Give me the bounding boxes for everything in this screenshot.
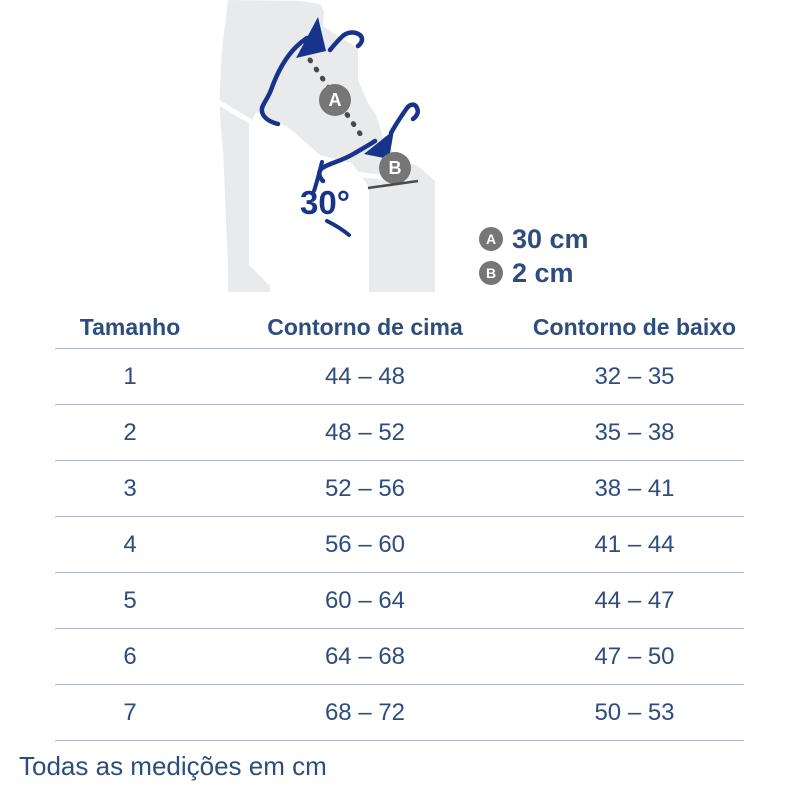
svg-text:B: B <box>486 265 496 281</box>
svg-text:30 cm: 30 cm <box>512 224 589 254</box>
svg-text:A: A <box>329 90 342 110</box>
svg-text:2 cm: 2 cm <box>512 258 574 288</box>
svg-text:A: A <box>486 231 496 247</box>
svg-text:B: B <box>389 158 402 178</box>
